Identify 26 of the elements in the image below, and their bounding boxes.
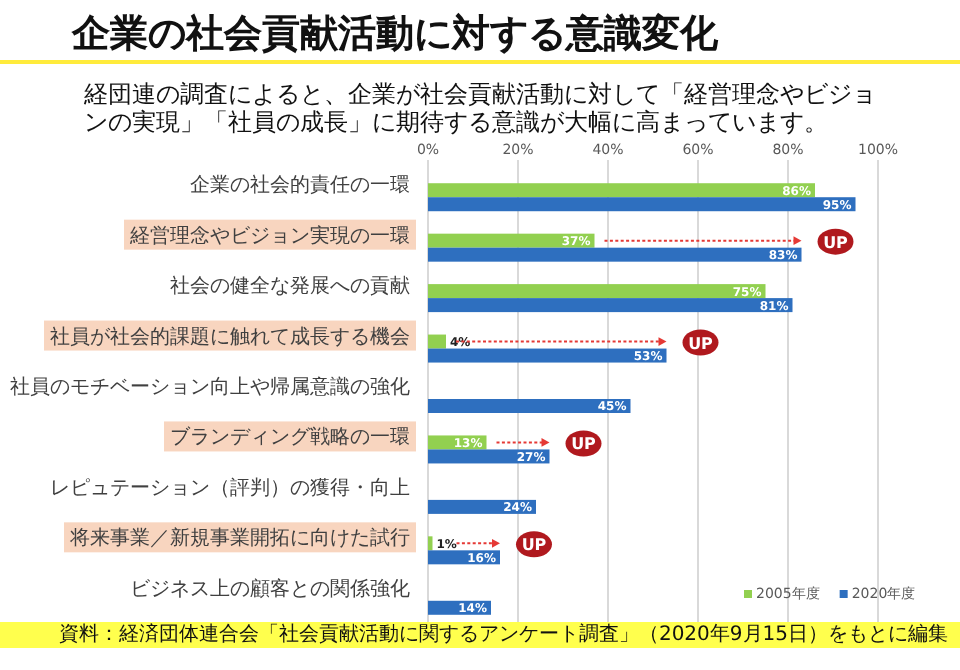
annotation: UP [521, 536, 547, 555]
chart-title: 企業の社会貢献活動に対する意識変化 [72, 10, 718, 60]
annotation: UP [688, 334, 714, 353]
annotation: UP [823, 233, 849, 252]
text: 資料：経済団体連合会「社会貢献活動に関するアンケート調査」（2020年9月15日）をもとに編集 [0, 622, 960, 648]
bar [428, 197, 856, 212]
bar [428, 348, 667, 363]
bar [428, 284, 766, 299]
y-tick-label: レピュテーション（評判）の獲得・向上 [50, 475, 410, 500]
chart-subtitle: 経団連の調査によると、企業が社会貢献活動に対して「経営理念やビジョンの実現」「社員の成長」に期待する意識が大幅に高まっています。 [84, 80, 878, 136]
bar [428, 399, 631, 413]
y-tick-label: 社会の健全な発展への貢献 [170, 274, 410, 299]
bar [428, 334, 446, 349]
y-tick-label: ブランディング戦略の一環 [170, 425, 410, 450]
bar [428, 183, 815, 198]
y-tick-label: 将来事業／新規事業開拓に向けた試行 [68, 526, 410, 551]
y-tick-label: 社員のモチベーション向上や帰属意識の強化 [10, 375, 410, 399]
y-tick-label: 経営理念やビジョン実現の一環 [128, 223, 410, 248]
y-tick-label: 企業の社会的責任の一環 [190, 173, 410, 198]
bar [428, 247, 802, 262]
bar [428, 233, 595, 248]
bar [428, 298, 793, 313]
bar [428, 449, 550, 464]
y-tick-label: ビジネス上の顧客との関係強化 [130, 576, 410, 601]
y-tick-label: 社員が社会的課題に触れて成長する機会 [50, 324, 410, 349]
annotation: UP [571, 435, 597, 454]
